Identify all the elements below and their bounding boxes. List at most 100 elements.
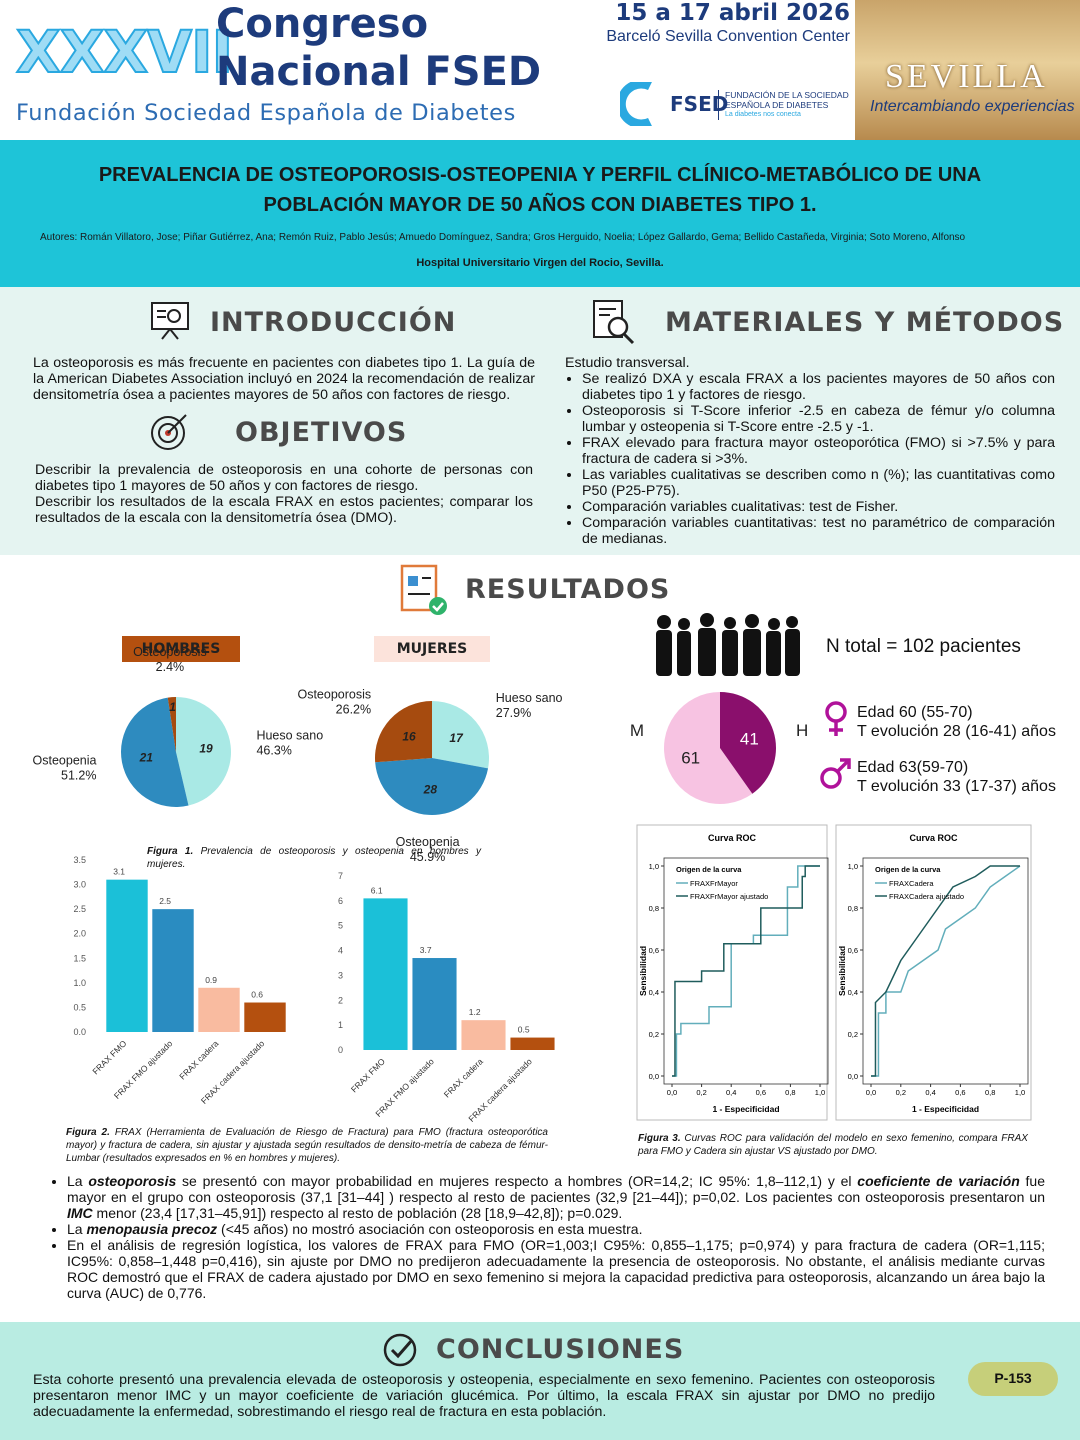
y-tick-label: 2.5	[73, 904, 86, 914]
result-text: se presentó con mayor probabilidad en mu…	[176, 1173, 858, 1189]
bar-value-label: 2.5	[159, 896, 171, 906]
male-symbol	[820, 758, 851, 789]
poster-title: PREVALENCIA DE OSTEOPOROSIS-OSTEOPENIA Y…	[98, 164, 982, 216]
pie-slice	[664, 692, 753, 804]
bar-value-label: 0.9	[205, 975, 217, 985]
objective: Describir los resultados de la escala FR…	[35, 494, 533, 526]
x-tick-label: 0,4	[925, 1088, 935, 1097]
y-tick-label: 0,0	[649, 1072, 659, 1081]
bar	[510, 1037, 555, 1050]
slice-count: 19	[199, 742, 213, 756]
congress-line: Nacional FSED	[216, 49, 542, 95]
intro-text: La osteoporosis es más frecuente en paci…	[33, 355, 535, 403]
x-tick-label: 0,8	[785, 1088, 795, 1097]
pie-slice	[375, 701, 432, 763]
y-tick-label: 0,6	[649, 946, 659, 955]
result-text: IMC	[67, 1205, 93, 1221]
result-bullet: En el análisis de regresión logística, l…	[67, 1237, 1045, 1301]
congress-line: Congreso	[216, 1, 429, 47]
roc-curve	[672, 865, 820, 1077]
result-text: coeficiente de variación	[857, 1173, 1020, 1189]
result-text: La	[67, 1173, 89, 1189]
y-tick-label: 0.5	[73, 1002, 86, 1012]
slice-count: 17	[449, 731, 464, 745]
bar	[363, 898, 408, 1050]
logo-line: ESPAÑOLA DE DIABETES	[725, 100, 829, 110]
bar-value-label: 1.2	[469, 1007, 481, 1017]
logo-line: FUNDACIÓN DE LA SOCIEDAD	[725, 90, 849, 100]
pie-slice	[167, 697, 176, 752]
edition: XXXVII	[15, 17, 234, 87]
male-stats: Edad 63(59-70) T evolución 33 (17-37) añ…	[857, 758, 1056, 796]
stat-line: Edad 60 (55-70)	[857, 704, 973, 721]
x-tick-label: 1,0	[1015, 1088, 1025, 1097]
x-tick-label: FRAX FMO	[349, 1056, 387, 1094]
pie-slice	[432, 701, 489, 769]
stat-line: T evolución 28 (16-41) años	[857, 723, 1056, 740]
y-tick-label: 0,8	[848, 904, 858, 913]
slice-count: 21	[139, 751, 154, 765]
chart-title: Curva ROC	[909, 833, 958, 843]
slice-value-label: 41	[740, 730, 759, 749]
intro-band: INTRODUCCIÓN La osteoporosis es más frec…	[0, 287, 1080, 555]
plot-area	[862, 857, 1029, 1085]
slice-count: 28	[423, 782, 438, 796]
methods-list: Se realizó DXA y escala FRAX a los pacie…	[565, 371, 1055, 547]
y-tick-label: 0.0	[73, 1027, 86, 1037]
bar	[106, 879, 148, 1032]
y-tick-label: 1.0	[73, 978, 86, 988]
title-band: PREVALENCIA DE OSTEOPOROSIS-OSTEOPENIA Y…	[0, 140, 1080, 287]
roc-curve	[672, 865, 820, 1077]
method-bullet: Comparación variables cuantitativas: tes…	[582, 515, 1055, 547]
x-tick-label: FRAX cadera ajustado	[466, 1056, 534, 1124]
section-heading: CONCLUSIONES	[436, 1334, 685, 1365]
y-axis-label: Sensibilidad	[638, 946, 648, 996]
bar-value-label: 3.7	[420, 945, 432, 955]
slice-count: 1	[169, 700, 176, 714]
figure-label: Figura 1.	[147, 846, 194, 857]
slice-count: 16	[402, 730, 416, 744]
y-tick-label: 6	[338, 896, 343, 906]
y-tick-label: 2.0	[73, 929, 86, 939]
x-tick-label: FRAX FMO ajustado	[373, 1056, 436, 1119]
conclusions-band: CONCLUSIONES Esta cohorte presentó una p…	[0, 1322, 1080, 1440]
bar	[198, 987, 240, 1032]
x-tick-label: 0,6	[955, 1088, 965, 1097]
y-tick-label: 7	[338, 871, 343, 881]
sevilla-image: SEVILLA Intercambiando experiencias	[855, 0, 1080, 140]
slice-value-label: 61	[681, 748, 700, 767]
bar	[152, 909, 194, 1032]
figure-caption: Figura 3. Curvas ROC para validación del…	[638, 1132, 1028, 1158]
roc-curve	[871, 865, 1020, 1077]
method-bullet: Comparación variables cualitativas: test…	[582, 499, 1055, 515]
section-heading: INTRODUCCIÓN	[210, 307, 457, 338]
figure-text: Curvas ROC para validación del modelo en…	[638, 1133, 1028, 1157]
bar	[244, 1002, 286, 1032]
slice-label: Osteoporosis	[297, 688, 371, 702]
results-list: La osteoporosis se presentó con mayor pr…	[50, 1173, 1045, 1301]
result-text: menor (23,4 [17,31–45,91]) respecto al r…	[92, 1205, 623, 1221]
slice-value-label: 51.2%	[61, 768, 96, 782]
x-tick-label: 0,6	[756, 1088, 766, 1097]
intro-icon	[151, 302, 189, 340]
figure-caption: Figura 2. FRAX (Herramienta de Evaluació…	[66, 1126, 548, 1165]
y-tick-label: 3.0	[73, 880, 86, 890]
chart-frame	[835, 824, 1032, 1121]
y-tick-label: 3.5	[73, 855, 86, 865]
y-tick-label: 1	[338, 1020, 343, 1030]
slice-label: Hueso sano	[496, 691, 563, 705]
method-bullet: FRAX elevado para fractura mayor osteopo…	[582, 435, 1055, 467]
slice-value-label: 46.3%	[256, 744, 291, 758]
y-tick-label: 0,4	[649, 988, 659, 997]
y-tick-label: 0,8	[649, 904, 659, 913]
methods-icon	[593, 300, 635, 345]
chart-frame	[636, 824, 828, 1121]
bar-value-label: 3.1	[113, 867, 125, 877]
y-tick-label: 1,0	[649, 862, 659, 871]
result-text: (<45 años) no mostró asociación con oste…	[217, 1221, 643, 1237]
x-tick-label: 0,4	[726, 1088, 736, 1097]
bar-value-label: 0.5	[518, 1025, 530, 1035]
x-axis-label: 1 - Especificidad	[912, 1104, 979, 1114]
slice-value-label: 26.2%	[336, 703, 371, 717]
